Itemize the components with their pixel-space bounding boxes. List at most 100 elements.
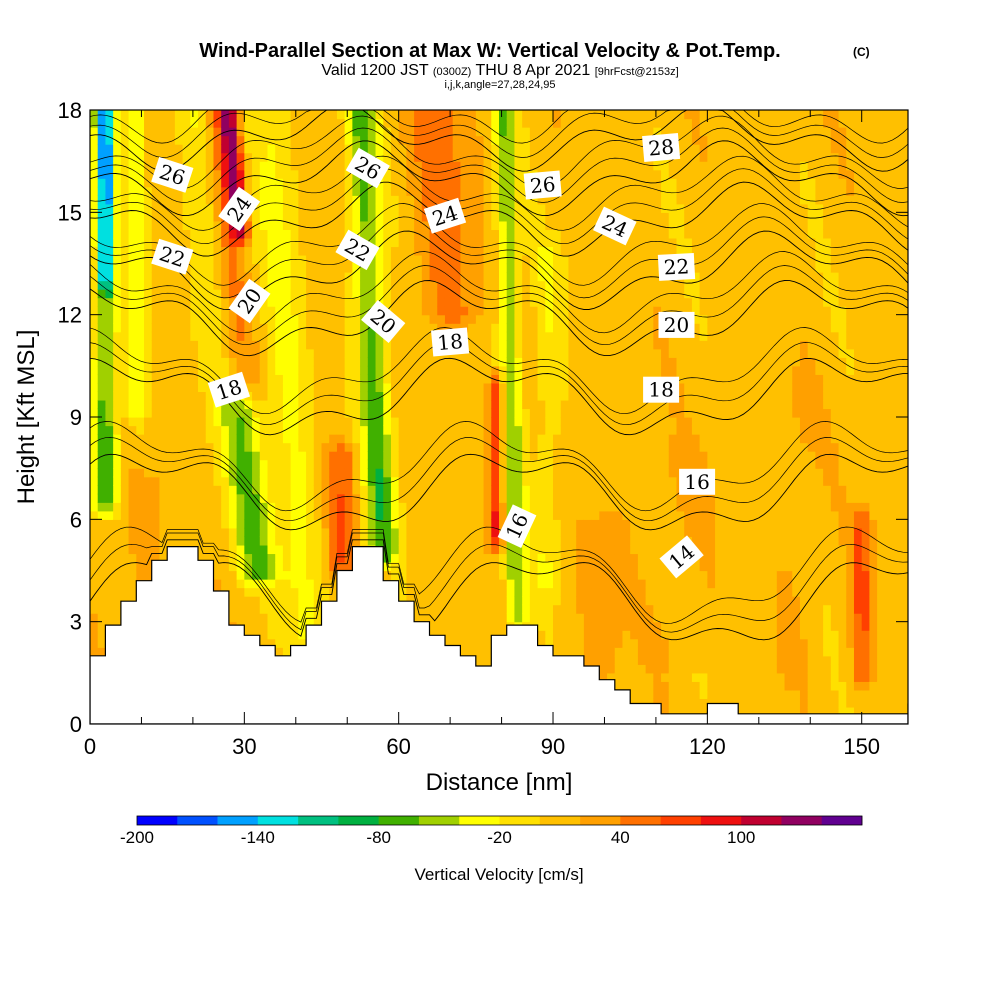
velocity-cell: [545, 357, 554, 367]
velocity-cell: [576, 399, 585, 410]
velocity-cell: [90, 630, 99, 640]
velocity-cell: [282, 630, 292, 640]
velocity-cell: [429, 246, 438, 256]
velocity-cell: [607, 127, 616, 137]
velocity-cell: [553, 195, 562, 205]
velocity-cell: [105, 451, 114, 461]
velocity-cell: [198, 348, 207, 358]
velocity-cell: [90, 510, 99, 520]
velocity-cell: [275, 579, 284, 589]
velocity-cell: [545, 425, 554, 435]
velocity-cell: [437, 553, 446, 563]
velocity-cell: [545, 127, 554, 137]
velocity-cell: [529, 613, 539, 623]
velocity-cell: [275, 297, 284, 307]
velocity-cell: [205, 365, 215, 375]
velocity-cell: [491, 417, 500, 427]
velocity-cell: [452, 570, 462, 580]
velocity-cell: [282, 613, 292, 623]
velocity-cell: [252, 536, 261, 546]
velocity-cell: [437, 297, 446, 307]
velocity-cell: [267, 110, 276, 120]
velocity-cell: [406, 374, 415, 384]
velocity-cell: [614, 468, 624, 478]
velocity-cell: [198, 237, 207, 248]
velocity-cell: [190, 169, 199, 179]
velocity-cell: [568, 152, 577, 162]
velocity-cell: [259, 331, 269, 341]
velocity-cell: [491, 161, 500, 171]
velocity-cell: [599, 365, 608, 375]
velocity-cell: [421, 408, 431, 418]
velocity-cell: [344, 186, 353, 196]
velocity-cell: [144, 502, 153, 512]
velocity-cell: [190, 417, 199, 427]
velocity-cell: [468, 544, 477, 555]
velocity-cell: [113, 127, 122, 137]
velocity-cell: [375, 289, 384, 299]
velocity-cell: [198, 442, 207, 452]
velocity-cell: [198, 544, 207, 555]
velocity-cell: [321, 476, 330, 486]
velocity-cell: [329, 561, 338, 572]
velocity-cell: [128, 229, 137, 239]
velocity-cell: [321, 587, 330, 597]
velocity-cell: [614, 425, 624, 435]
velocity-cell: [97, 425, 107, 435]
velocity-cell: [182, 195, 191, 205]
velocity-cell: [190, 306, 199, 316]
velocity-cell: [468, 357, 477, 367]
velocity-cell: [475, 289, 485, 299]
velocity-cell: [182, 110, 191, 120]
velocity-cell: [344, 527, 353, 537]
velocity-cell: [444, 110, 454, 120]
velocity-cell: [568, 340, 577, 350]
velocity-cell: [198, 161, 207, 171]
velocity-cell: [452, 459, 462, 469]
velocity-cell: [105, 263, 114, 273]
velocity-cell: [468, 280, 477, 290]
velocity-cell: [90, 391, 99, 401]
velocity-cell: [421, 553, 431, 563]
velocity-cell: [151, 272, 161, 282]
velocity-cell: [182, 237, 191, 248]
velocity-cell: [468, 417, 477, 427]
subtitle-date: THU 8 Apr 2021: [476, 62, 591, 79]
velocity-cell: [452, 152, 462, 162]
velocity-cell: [591, 442, 600, 452]
velocity-cell: [290, 135, 299, 145]
velocity-cell: [136, 186, 145, 196]
velocity-cell: [553, 110, 562, 120]
velocity-cell: [537, 357, 546, 367]
velocity-cell: [529, 596, 539, 606]
velocity-cell: [475, 655, 485, 665]
velocity-cell: [437, 621, 446, 631]
velocity-cell: [607, 331, 616, 341]
velocity-cell: [599, 587, 608, 597]
velocity-cell: [198, 186, 207, 196]
velocity-cell: [529, 323, 539, 333]
velocity-cell: [128, 417, 137, 427]
velocity-cell: [120, 280, 130, 290]
velocity-cell: [452, 374, 462, 384]
velocity-cell: [444, 510, 454, 520]
velocity-cell: [406, 254, 415, 265]
velocity-cell: [607, 246, 616, 256]
velocity-cell: [313, 391, 323, 401]
velocity-cell: [553, 127, 562, 137]
velocity-cell: [236, 229, 245, 239]
velocity-cell: [167, 314, 176, 324]
velocity-cell: [97, 152, 107, 162]
velocity-cell: [414, 459, 423, 469]
velocity-cell: [421, 374, 431, 384]
velocity-cell: [475, 348, 485, 358]
velocity-cell: [583, 510, 593, 520]
velocity-cell: [190, 425, 199, 435]
velocity-cell: [398, 544, 407, 555]
velocity-cell: [583, 186, 593, 196]
velocity-cell: [205, 485, 215, 495]
velocity-cell: [144, 527, 153, 537]
velocity-cell: [228, 544, 238, 555]
velocity-cell: [182, 118, 191, 128]
velocity-cell: [151, 212, 161, 222]
